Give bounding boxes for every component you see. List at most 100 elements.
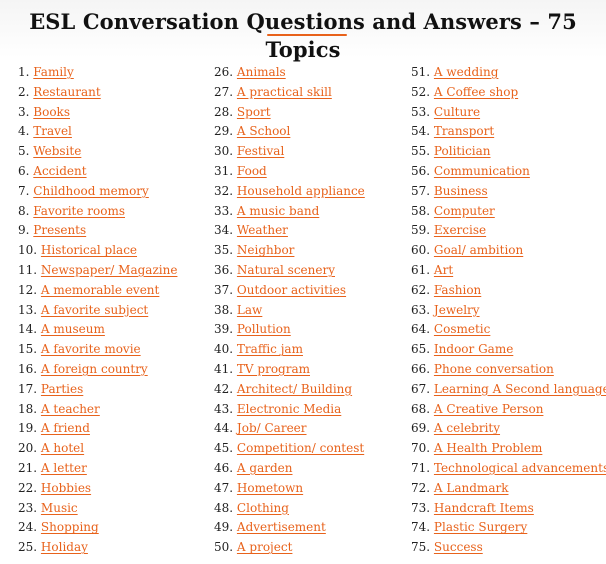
- topic-link[interactable]: Computer: [433, 203, 495, 218]
- topic-link[interactable]: Transport: [433, 124, 495, 139]
- list-item: 12. A memorable event: [18, 281, 204, 301]
- topic-link[interactable]: A music band: [236, 203, 320, 218]
- topic-number: 33.: [214, 203, 234, 218]
- topic-link[interactable]: A wedding: [433, 65, 499, 79]
- topic-link[interactable]: Parties: [40, 381, 84, 396]
- list-item: 23. Music: [18, 499, 204, 519]
- topic-link[interactable]: Family: [33, 65, 74, 79]
- topic-link[interactable]: Success: [433, 540, 483, 555]
- topic-link[interactable]: Technological advancements: [433, 460, 606, 475]
- list-item: 30. Festival: [214, 142, 400, 162]
- topic-link[interactable]: A practical skill: [236, 84, 332, 99]
- topic-number: 71.: [411, 460, 431, 475]
- topic-link[interactable]: A favorite subject: [40, 302, 149, 317]
- list-item: 32. Household appliance: [214, 182, 400, 202]
- topic-link[interactable]: Food: [236, 163, 267, 178]
- topic-link[interactable]: Phone conversation: [433, 361, 554, 376]
- topic-link[interactable]: Festival: [236, 144, 285, 159]
- list-item: 10. Historical place: [18, 241, 204, 261]
- topic-link[interactable]: Pollution: [236, 322, 291, 337]
- topic-number: 54.: [411, 124, 431, 139]
- topic-link[interactable]: Weather: [236, 223, 288, 238]
- topic-link[interactable]: Architect/ Building: [236, 381, 353, 396]
- topic-link[interactable]: Newspaper/ Magazine: [40, 262, 178, 277]
- topic-number: 28.: [214, 104, 234, 119]
- topic-link[interactable]: Website: [33, 144, 82, 159]
- topic-link[interactable]: A letter: [40, 460, 87, 475]
- topic-link[interactable]: Holiday: [40, 540, 88, 555]
- topic-link[interactable]: A garden: [236, 460, 293, 475]
- topic-link[interactable]: Exercise: [433, 223, 487, 238]
- topic-link[interactable]: Neighbor: [236, 243, 295, 258]
- topic-link[interactable]: A Landmark: [433, 480, 509, 495]
- topic-link[interactable]: Presents: [33, 223, 87, 238]
- list-item: 58. Computer: [411, 202, 606, 222]
- topic-number: 52.: [411, 84, 431, 99]
- topic-link[interactable]: Hobbies: [40, 480, 92, 495]
- list-item: 33. A music band: [214, 202, 400, 222]
- topic-link[interactable]: Plastic Surgery: [433, 520, 528, 535]
- topic-link[interactable]: Electronic Media: [236, 401, 342, 416]
- topic-link[interactable]: Handcraft Items: [433, 500, 534, 515]
- topic-link[interactable]: A Creative Person: [433, 401, 544, 416]
- topic-link[interactable]: Hometown: [236, 480, 304, 495]
- topic-number: 59.: [411, 223, 431, 238]
- topic-link[interactable]: Business: [433, 183, 488, 198]
- topic-link[interactable]: Childhood memory: [33, 183, 149, 198]
- list-item: 74. Plastic Surgery: [411, 518, 606, 538]
- topic-link[interactable]: A Health Problem: [433, 441, 543, 456]
- page-title: ESL Conversation Questions and Answers –…: [29, 9, 577, 62]
- topic-link[interactable]: A favorite movie: [40, 342, 141, 357]
- topic-link[interactable]: Fashion: [433, 282, 482, 297]
- topic-link[interactable]: Books: [33, 104, 70, 119]
- topic-link[interactable]: Travel: [33, 124, 72, 139]
- topic-number: 55.: [411, 144, 431, 159]
- topic-link[interactable]: Historical place: [40, 243, 138, 258]
- topic-link[interactable]: Communication: [433, 163, 530, 178]
- topic-link[interactable]: Learning A Second language: [433, 381, 606, 396]
- topic-link[interactable]: Art: [433, 262, 454, 277]
- topic-link[interactable]: Traffic jam: [236, 342, 303, 357]
- topic-link[interactable]: A museum: [40, 322, 105, 337]
- topic-link[interactable]: Accident: [33, 163, 87, 178]
- topic-link[interactable]: Music: [40, 500, 78, 515]
- topic-link[interactable]: Sport: [236, 104, 271, 119]
- topic-link[interactable]: Law: [236, 302, 263, 317]
- topic-link[interactable]: A teacher: [40, 401, 100, 416]
- list-item: 16. A foreign country: [18, 360, 204, 380]
- topic-link[interactable]: Cosmetic: [433, 322, 491, 337]
- topic-link[interactable]: Outdoor activities: [236, 282, 347, 297]
- list-item: 68. A Creative Person: [411, 400, 606, 420]
- topic-link[interactable]: Goal/ ambition: [433, 243, 524, 258]
- topic-link[interactable]: Job/ Career: [236, 421, 307, 436]
- topic-link[interactable]: TV program: [236, 361, 310, 376]
- topic-link[interactable]: A project: [236, 540, 293, 555]
- topic-link[interactable]: Competition/ contest: [236, 441, 365, 456]
- topic-link[interactable]: Shopping: [40, 520, 99, 535]
- topic-link[interactable]: Indoor Game: [433, 342, 514, 357]
- topic-link[interactable]: Culture: [433, 104, 481, 119]
- topic-link[interactable]: Jewelry: [433, 302, 480, 317]
- topic-link[interactable]: Favorite rooms: [33, 203, 125, 218]
- topic-link[interactable]: A memorable event: [40, 282, 160, 297]
- list-item: 26. Animals: [214, 63, 400, 83]
- topic-link[interactable]: A foreign country: [40, 361, 148, 376]
- topic-link[interactable]: Household appliance: [236, 183, 365, 198]
- topic-number: 64.: [411, 322, 431, 337]
- topic-link[interactable]: Animals: [236, 65, 286, 79]
- topic-link[interactable]: A hotel: [40, 441, 85, 456]
- topic-number: 48.: [214, 500, 234, 515]
- topic-link[interactable]: A Coffee shop: [433, 84, 519, 99]
- topic-link[interactable]: Restaurant: [33, 84, 101, 99]
- topic-number: 53.: [411, 104, 431, 119]
- topic-link[interactable]: A celebrity: [433, 421, 501, 436]
- topic-link[interactable]: Politician: [433, 144, 491, 159]
- topic-link[interactable]: Natural scenery: [236, 262, 335, 277]
- topic-link[interactable]: Advertisement: [236, 520, 326, 535]
- list-item: 48. Clothing: [214, 499, 400, 519]
- title-underline-accent: [267, 34, 347, 36]
- topic-link[interactable]: A friend: [40, 421, 90, 436]
- topic-link[interactable]: A School: [236, 124, 291, 139]
- topic-link[interactable]: Clothing: [236, 500, 289, 515]
